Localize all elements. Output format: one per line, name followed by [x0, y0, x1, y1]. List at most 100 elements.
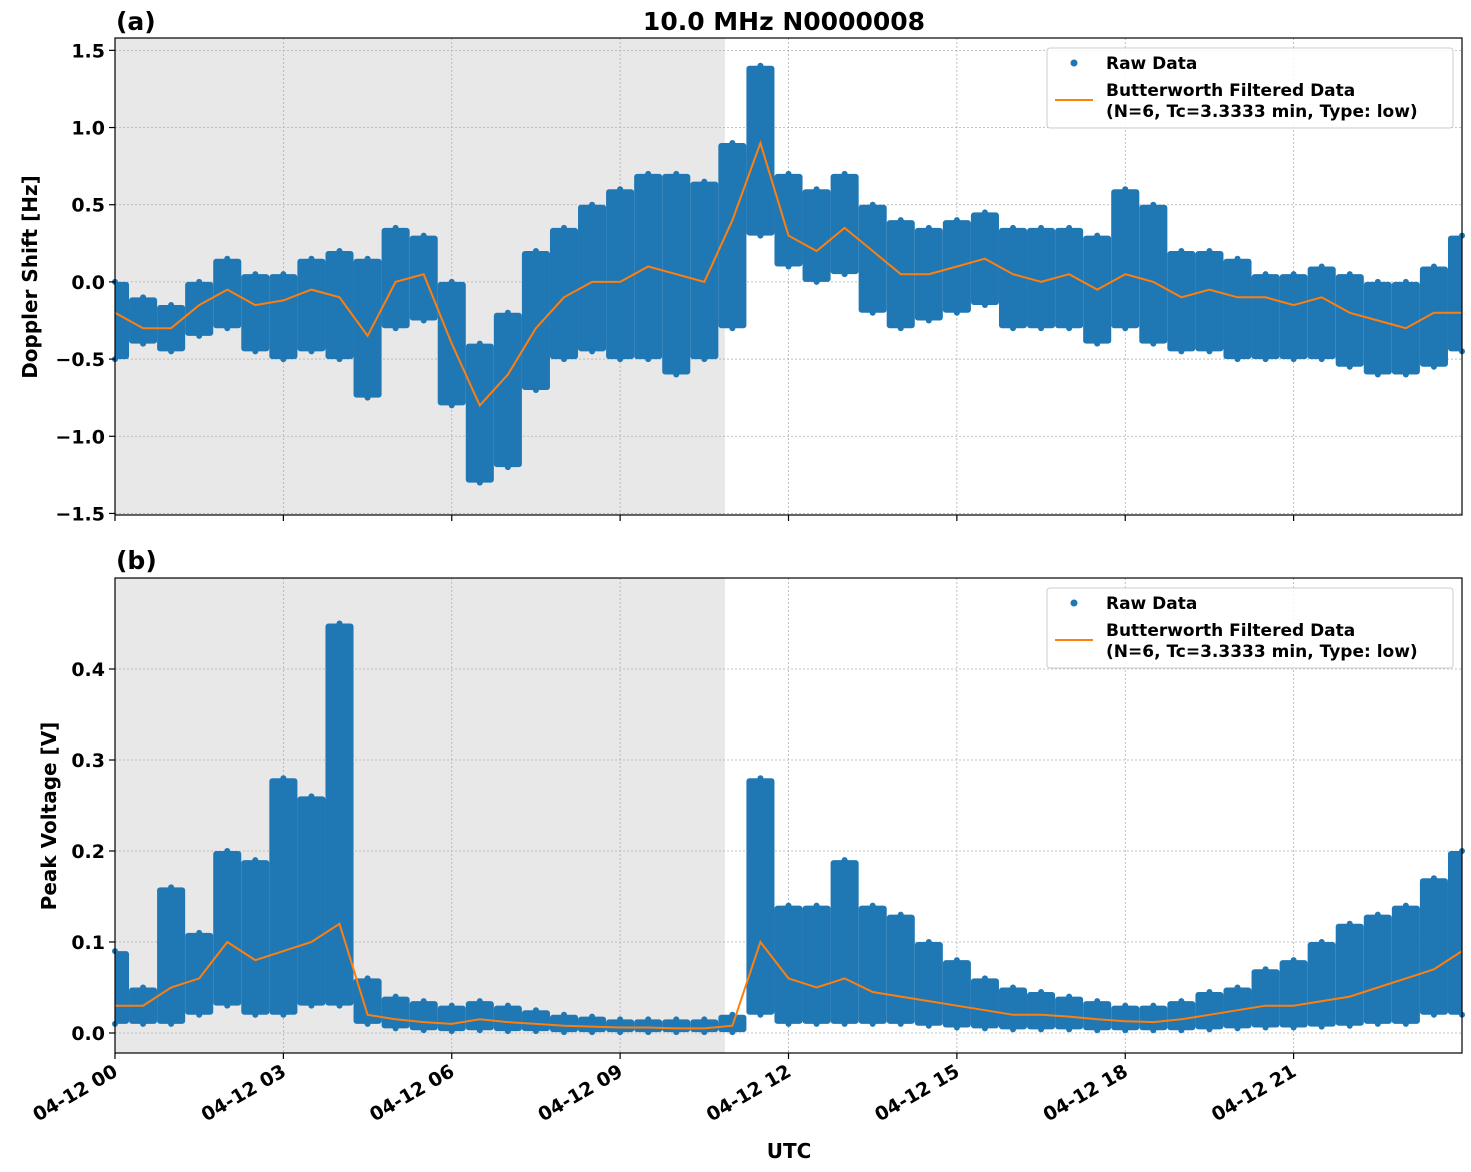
- raw-data-point: [336, 248, 343, 255]
- raw-data-point: [673, 371, 680, 378]
- raw-data-point: [589, 201, 596, 208]
- raw-data-point: [673, 170, 680, 177]
- raw-data-point: [308, 793, 315, 800]
- raw-data-point: [1430, 263, 1437, 270]
- raw-data-point: [1346, 1022, 1353, 1029]
- raw-data-point: [252, 271, 259, 278]
- raw-data-point: [252, 1011, 259, 1018]
- raw-data-point: [392, 325, 399, 332]
- raw-data-point: [1206, 1026, 1213, 1033]
- y-tick-label: −1.0: [55, 426, 105, 448]
- raw-data-point: [1318, 938, 1325, 945]
- raw-data-point: [561, 356, 567, 363]
- raw-data-point: [420, 317, 427, 324]
- raw-data-point: [757, 62, 764, 69]
- raw-data-band: [381, 227, 410, 329]
- chart-title: 10.0 MHz N0000008: [643, 7, 925, 36]
- raw-data-band: [746, 778, 775, 1015]
- raw-data-band: [830, 860, 859, 1024]
- raw-data-point: [1234, 984, 1241, 991]
- raw-data-point: [308, 1002, 315, 1009]
- raw-data-point: [168, 348, 175, 355]
- raw-data-band: [1167, 1001, 1196, 1031]
- y-tick-label: 0.0: [71, 1023, 105, 1045]
- raw-data-band: [1279, 274, 1308, 360]
- raw-data-band: [1391, 905, 1420, 1024]
- raw-data-point: [617, 186, 624, 193]
- raw-data-point: [140, 1020, 147, 1027]
- raw-data-point: [420, 232, 427, 239]
- x-tick-label: 04-12 15: [871, 1060, 963, 1126]
- raw-data-point: [925, 317, 932, 324]
- raw-data-point: [897, 1020, 904, 1027]
- raw-data-band: [1447, 850, 1462, 1015]
- x-tick-label: 04-12 21: [1208, 1060, 1300, 1126]
- legend-raw-marker: [1070, 599, 1078, 607]
- raw-data-band: [606, 189, 635, 360]
- raw-data-band: [1363, 914, 1392, 1024]
- raw-data-band: [718, 142, 747, 329]
- raw-data-band: [269, 778, 298, 1015]
- raw-data-point: [532, 1007, 539, 1014]
- raw-data-point: [336, 620, 343, 627]
- raw-data-point: [645, 170, 652, 177]
- raw-data-band: [1419, 878, 1448, 1015]
- raw-data-point: [757, 232, 764, 239]
- raw-data-point: [448, 278, 455, 285]
- raw-data-point: [1290, 356, 1297, 363]
- raw-data-point: [420, 998, 427, 1005]
- raw-data-point: [701, 1029, 708, 1036]
- raw-data-point: [701, 1016, 708, 1023]
- x-tick-label: 04-12 00: [29, 1060, 121, 1126]
- raw-data-band: [1139, 1005, 1168, 1031]
- raw-data-point: [841, 857, 848, 864]
- legend-box: [1046, 47, 1454, 129]
- raw-data-band: [185, 932, 214, 1015]
- raw-data-band: [830, 173, 859, 275]
- raw-data-point: [981, 209, 988, 216]
- raw-data-point: [1318, 263, 1325, 270]
- x-tick-label: 04-12 09: [534, 1060, 626, 1126]
- raw-data-point: [252, 857, 259, 864]
- raw-data-point: [645, 356, 652, 363]
- raw-data-band: [1307, 266, 1336, 360]
- raw-data-point: [1094, 1027, 1101, 1034]
- raw-data-band: [241, 274, 270, 352]
- raw-data-band: [465, 343, 494, 483]
- raw-data-point: [196, 1011, 203, 1018]
- raw-data-point: [504, 1028, 511, 1035]
- raw-data-point: [308, 348, 315, 355]
- raw-data-point: [1374, 371, 1381, 378]
- raw-data-band: [521, 1010, 550, 1032]
- raw-data-band: [157, 887, 186, 1024]
- legend-filtered-label: Butterworth Filtered Data: [1106, 81, 1355, 101]
- raw-data-point: [645, 1029, 652, 1036]
- raw-data-point: [1122, 1027, 1129, 1034]
- raw-data-band: [1307, 941, 1336, 1027]
- raw-data-band: [1447, 235, 1462, 352]
- raw-data-point: [1122, 325, 1129, 332]
- raw-data-point: [448, 1002, 455, 1009]
- raw-data-point: [729, 1011, 736, 1018]
- raw-data-point: [448, 402, 455, 409]
- raw-data-band: [549, 1014, 579, 1033]
- raw-data-band: [521, 251, 550, 390]
- raw-data-band: [1167, 251, 1196, 352]
- raw-data-point: [1178, 248, 1185, 255]
- raw-data-point: [140, 294, 147, 301]
- raw-data-band: [746, 65, 775, 236]
- raw-data-point: [504, 1002, 511, 1009]
- raw-data-point: [140, 984, 147, 991]
- raw-data-point: [813, 902, 820, 909]
- raw-data-point: [224, 847, 231, 854]
- raw-data-point: [1374, 278, 1381, 285]
- raw-data-band: [213, 258, 242, 329]
- raw-data-band: [1419, 266, 1448, 367]
- raw-data-band: [1027, 992, 1056, 1030]
- raw-data-point: [1038, 1026, 1045, 1033]
- raw-data-band: [213, 850, 242, 1006]
- y-axis-label-a: Doppler Shift [Hz]: [18, 175, 42, 379]
- raw-data-band: [1195, 992, 1224, 1030]
- raw-data-band: [493, 312, 522, 468]
- panel-b: 0.0 0.1 0.2 0.3 0.4 04-12 00 04-12 03 04-12 06 0…: [29, 577, 1465, 1126]
